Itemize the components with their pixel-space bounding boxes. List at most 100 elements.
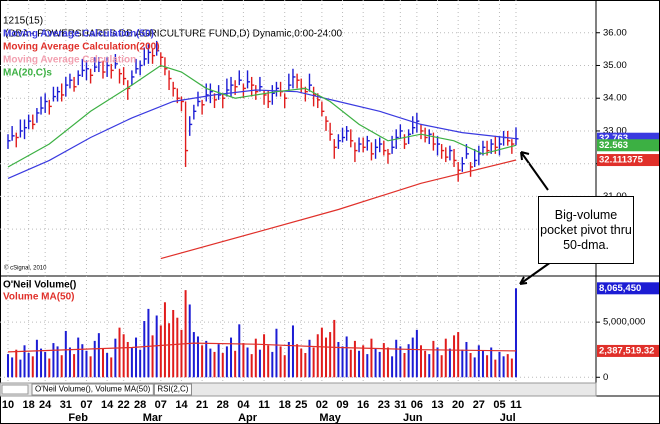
last-value-label: 2,387,519.32 — [599, 345, 654, 356]
header-subtitle: 1215(15) — [3, 16, 43, 27]
volume-bar — [143, 321, 146, 378]
volume-bar — [502, 356, 505, 378]
volume-bar — [312, 347, 315, 378]
x-tick-label: 21 — [196, 399, 208, 411]
legend-entry: Moving Average Calculation(50) — [3, 29, 154, 40]
volume-bar — [415, 329, 418, 378]
volume-bar — [7, 354, 9, 378]
tab[interactable]: O'Neil Volume(), Volume MA(50) — [31, 383, 154, 396]
volume-bar — [386, 347, 389, 378]
volume-bar — [254, 338, 257, 378]
volume-bar — [320, 327, 323, 378]
last-value-label: 32.563 — [599, 140, 628, 151]
y-tick-label: 34.00 — [603, 93, 627, 104]
volume-bar — [333, 319, 336, 378]
volume-bar — [101, 348, 104, 378]
volume-bar — [184, 290, 187, 378]
volume-bar — [40, 348, 43, 378]
x-tick-label: 11 — [258, 399, 270, 411]
volume-bar — [155, 315, 158, 378]
volume-bar — [432, 340, 435, 378]
x-tick-label: 16 — [357, 399, 369, 411]
volume-bar — [436, 347, 439, 378]
tab-box — [31, 383, 154, 396]
volume-bar — [469, 353, 472, 378]
volume-bar — [122, 334, 125, 378]
volume-bar — [85, 350, 88, 378]
legend-entry: Moving Average Calculation(200) — [3, 42, 160, 53]
volume-bar — [349, 349, 352, 378]
volume-bar — [258, 349, 261, 378]
volume-bar — [176, 317, 179, 378]
volume-bar — [23, 345, 26, 378]
volume-bar — [159, 325, 162, 378]
volume-bar — [118, 327, 121, 378]
last-value-box — [597, 139, 659, 152]
volume-bar — [399, 346, 402, 378]
volume-bar — [271, 351, 274, 378]
volume-bar — [217, 344, 220, 378]
volume-bar — [287, 341, 290, 378]
volume-bar — [73, 354, 76, 378]
volume-bar — [424, 350, 427, 378]
volume-bar — [370, 338, 373, 378]
volume-bar — [453, 335, 456, 378]
volume-bar — [304, 353, 307, 378]
volume-bar — [221, 353, 224, 378]
tab[interactable]: RSI(2,C) — [153, 383, 192, 396]
x-tick-label: 27 — [473, 399, 485, 411]
ma-line — [7, 89, 517, 179]
volume-bar — [341, 346, 344, 378]
x-tick-label: 14 — [101, 399, 114, 411]
volume-bar — [27, 353, 30, 378]
volume-bar — [296, 344, 299, 378]
last-value-label: 8,065,450 — [599, 283, 641, 294]
volume-bar — [308, 339, 311, 378]
volume-bar — [250, 354, 253, 378]
volume-bar — [64, 330, 67, 378]
volume-bar — [403, 353, 406, 378]
last-value-box — [597, 344, 659, 357]
y-tick-label: 36.00 — [603, 27, 627, 38]
x-tick-label: 28 — [134, 399, 146, 411]
volume-bar — [15, 349, 18, 378]
x-tick-label: 02 — [316, 399, 328, 411]
volume-bar — [135, 337, 138, 378]
volume-bar — [180, 329, 183, 378]
y-tick-label: 0 — [603, 372, 608, 383]
month-label: Mar — [143, 412, 163, 424]
volume-bar — [457, 332, 460, 378]
scroll-arrows[interactable] — [1, 384, 29, 395]
volume-bar — [407, 344, 410, 378]
volume-bar — [325, 337, 328, 378]
volume-bar — [279, 346, 282, 378]
arrow — [520, 151, 549, 191]
last-value-label: 32.111375 — [599, 155, 644, 166]
x-tick-label: 14 — [175, 399, 188, 411]
y-tick-label: 33.00 — [603, 125, 627, 136]
volume-bar — [329, 332, 332, 378]
volume-bar — [481, 350, 484, 378]
volume-bar — [498, 351, 501, 378]
volume-bar — [35, 339, 38, 378]
x-tick-label: 31 — [394, 399, 406, 411]
volume-bar — [68, 347, 71, 378]
volume-bar — [89, 356, 92, 378]
volume-bar — [382, 343, 385, 378]
volume-bar — [358, 350, 361, 378]
volume-bar — [168, 323, 171, 378]
volume-bar — [201, 345, 204, 378]
month-label: Jun — [403, 412, 423, 424]
volume-bar — [506, 354, 509, 378]
volume-bar — [362, 345, 365, 378]
volume-bar — [114, 338, 117, 378]
x-tick-label: 20 — [452, 399, 464, 411]
legend-entry: Moving Average Calculation — [3, 55, 136, 66]
volume-bar — [490, 347, 493, 378]
volume-bar — [130, 347, 133, 378]
volume-bar — [188, 304, 191, 378]
volume-bar — [147, 308, 150, 378]
month-label: May — [319, 412, 341, 424]
volume-bar — [151, 335, 154, 378]
